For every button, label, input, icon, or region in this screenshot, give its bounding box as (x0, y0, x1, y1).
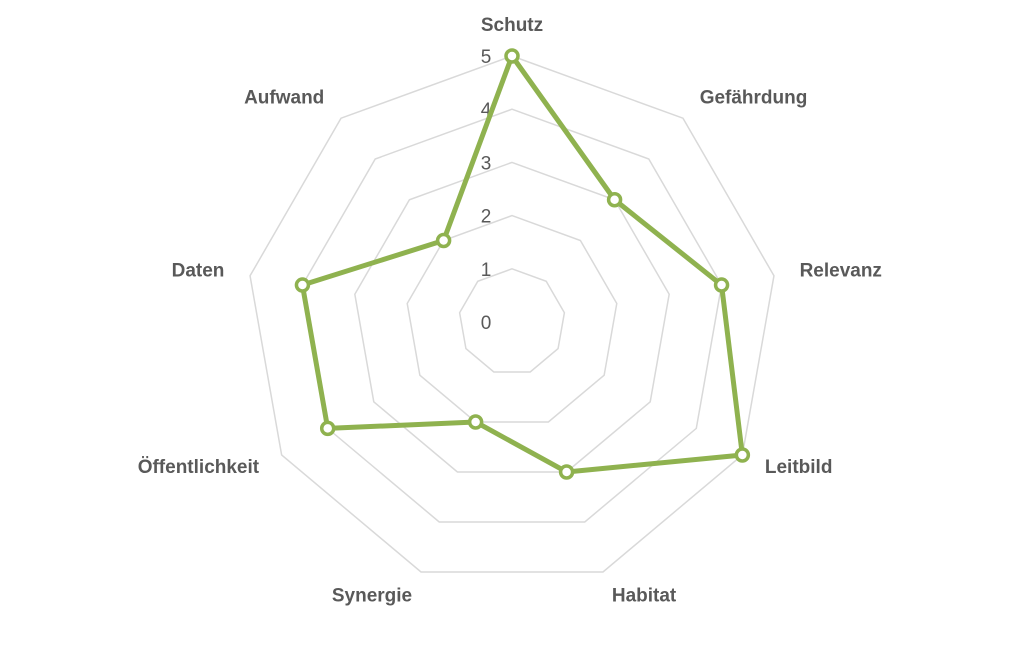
category-label: Öffentlichkeit (138, 457, 260, 478)
grid-line (301, 108, 723, 523)
grid-line (249, 55, 775, 573)
data-point (606, 191, 623, 208)
category-label: Schutz (481, 15, 543, 36)
r-tick-label: 1 (481, 260, 492, 281)
grid-line (406, 214, 618, 423)
data-point (467, 414, 484, 430)
category-label: Daten (172, 260, 225, 281)
data-point (294, 277, 311, 293)
data-point (435, 232, 452, 249)
data-point (713, 277, 730, 293)
category-label: Habitat (612, 585, 677, 606)
r-tick-label: 5 (481, 47, 492, 68)
series-line (299, 53, 745, 475)
category-label: Aufwand (244, 87, 324, 108)
category-label: Relevanz (800, 260, 882, 281)
grid-line (354, 161, 670, 473)
data-point (504, 48, 520, 64)
category-label: Gefährdung (700, 87, 808, 108)
r-tick-label: 2 (481, 207, 492, 228)
r-tick-label: 4 (481, 100, 492, 121)
category-label: Leitbild (765, 457, 833, 478)
grid-line (458, 268, 566, 373)
category-label: Synergie (332, 585, 412, 606)
r-tick-label: 3 (481, 153, 492, 174)
r-tick-label: 0 (481, 313, 492, 334)
data-point (319, 420, 336, 437)
data-point (734, 447, 751, 463)
data-point (558, 464, 575, 480)
